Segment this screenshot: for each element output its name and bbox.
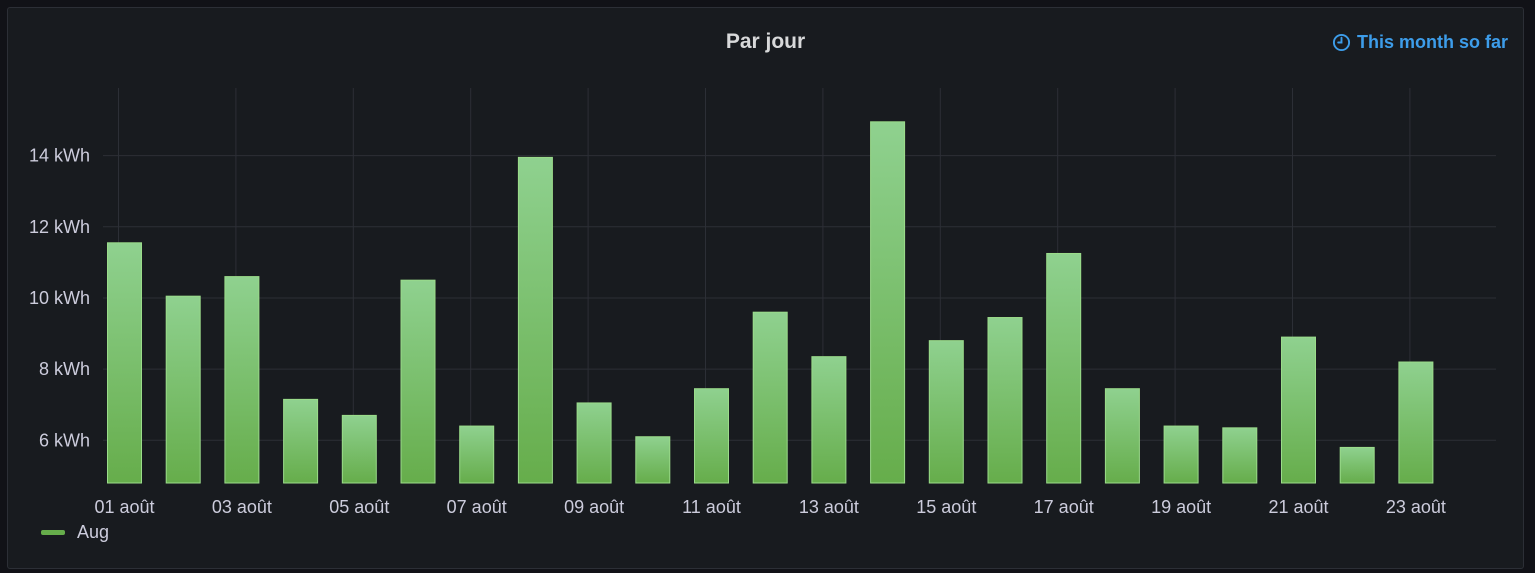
bar-23-août[interactable] <box>1398 361 1434 484</box>
bar-21-août[interactable] <box>1281 336 1316 484</box>
bar-04-août[interactable] <box>283 398 319 484</box>
bar-05-août[interactable] <box>341 414 377 484</box>
x-tick-label: 17 août <box>1034 497 1094 517</box>
bar-10-août[interactable] <box>635 436 671 484</box>
bar-02-août[interactable] <box>165 295 201 484</box>
bar-17-août[interactable] <box>1046 252 1082 484</box>
x-tick-label: 07 août <box>447 497 507 517</box>
y-tick-label: 6 kWh <box>39 430 90 450</box>
y-tick-label: 10 kWh <box>29 288 90 308</box>
bar-08-août[interactable] <box>517 156 553 484</box>
bar-11-août[interactable] <box>694 388 729 484</box>
time-range-info[interactable]: This month so far <box>1332 32 1508 53</box>
x-tick-label: 15 août <box>916 497 976 517</box>
bar-13-août[interactable] <box>811 356 847 484</box>
x-tick-label: 11 août <box>682 497 741 517</box>
x-tick-label: 09 août <box>564 497 624 517</box>
x-tick-label: 13 août <box>799 497 859 517</box>
y-tick-label: 12 kWh <box>29 217 90 237</box>
bar-22-août[interactable] <box>1339 446 1375 484</box>
x-tick-label: 19 août <box>1151 497 1211 517</box>
x-tick-label: 01 août <box>94 497 154 517</box>
bar-03-août[interactable] <box>224 276 260 484</box>
legend-label: Aug <box>77 522 110 542</box>
legend[interactable]: Aug <box>41 522 109 543</box>
bar-15-août[interactable] <box>928 340 964 484</box>
bar-06-août[interactable] <box>400 279 436 484</box>
bar-16-août[interactable] <box>987 317 1023 484</box>
x-tick-label: 03 août <box>212 497 272 517</box>
bar-09-août[interactable] <box>576 402 612 484</box>
clock-icon <box>1332 33 1351 52</box>
y-tick-label: 14 kWh <box>29 146 90 166</box>
bar-18-août[interactable] <box>1104 388 1140 484</box>
legend-swatch <box>41 530 65 535</box>
x-tick-label: 05 août <box>329 497 389 517</box>
x-tick-label: 23 août <box>1386 497 1446 517</box>
bar-14-août[interactable] <box>870 121 906 484</box>
panel-title: Par jour <box>725 30 806 53</box>
time-range-label: This month so far <box>1356 32 1508 52</box>
y-tick-label: 8 kWh <box>39 359 90 379</box>
bar-19-août[interactable] <box>1163 425 1199 484</box>
x-tick-label: 21 août <box>1268 497 1328 517</box>
bar-07-août[interactable] <box>459 425 495 484</box>
bar-12-août[interactable] <box>752 311 788 484</box>
bar-20-août[interactable] <box>1222 427 1258 484</box>
bar-01-août[interactable] <box>107 242 142 484</box>
